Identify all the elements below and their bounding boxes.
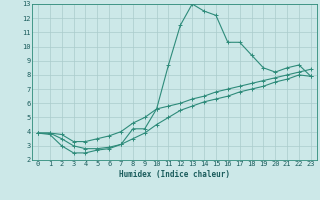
X-axis label: Humidex (Indice chaleur): Humidex (Indice chaleur) (119, 170, 230, 179)
